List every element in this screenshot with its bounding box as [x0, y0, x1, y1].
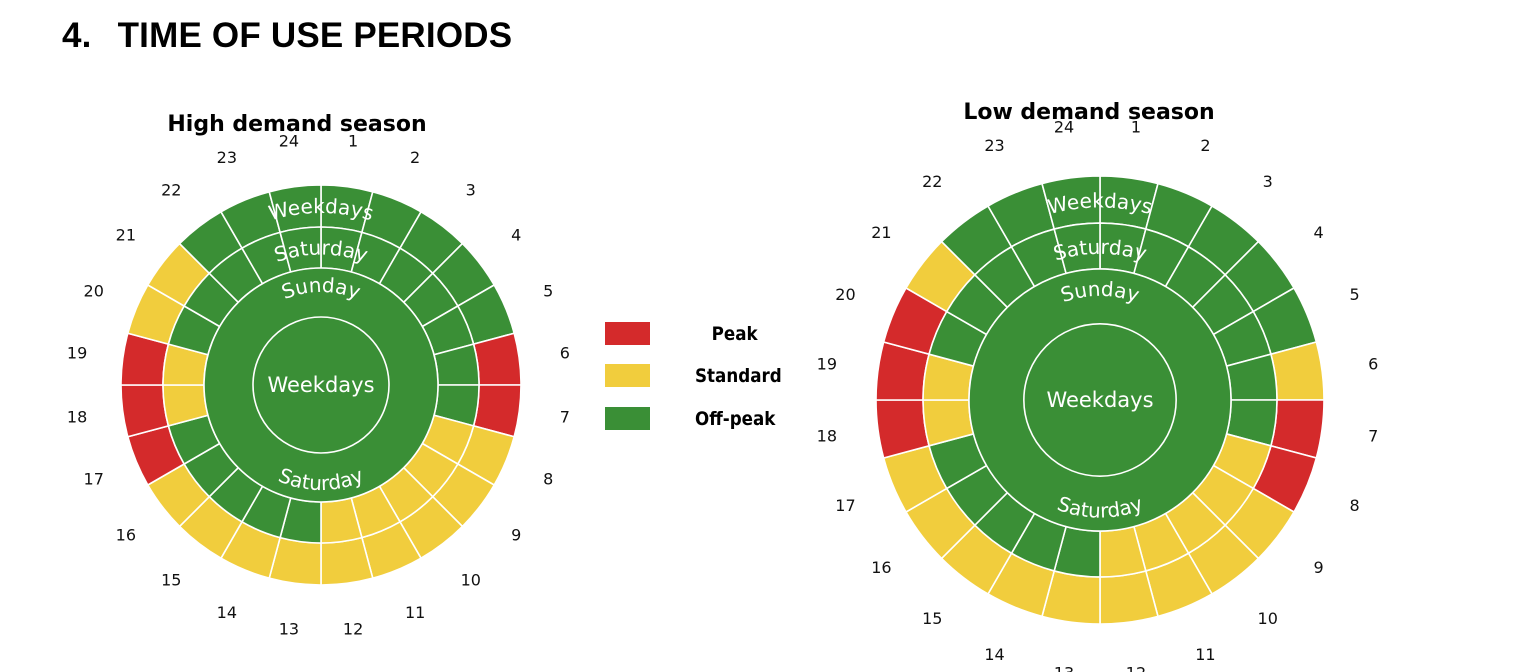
hour-label-22: 22: [161, 180, 181, 199]
hour-label-11: 11: [405, 603, 425, 622]
chart-title-low-demand: Low demand season: [963, 100, 1215, 125]
hour-label-21: 21: [871, 223, 891, 242]
hour-label-1: 1: [1131, 117, 1141, 136]
hour-label-14: 14: [984, 645, 1004, 664]
hour-label-3: 3: [466, 180, 476, 199]
legend-label-offpeak: Off-peak: [695, 408, 776, 430]
hour-label-22: 22: [922, 172, 942, 191]
center-label-weekdays: Weekdays: [1046, 388, 1153, 412]
hour-label-17: 17: [835, 496, 855, 515]
section-title: TIME OF USE PERIODS: [117, 16, 513, 55]
hour-label-18: 18: [67, 408, 87, 427]
hour-label-8: 8: [543, 470, 553, 489]
sunday-disc: [203, 267, 439, 503]
hour-label-11: 11: [1195, 645, 1215, 664]
hour-label-3: 3: [1263, 172, 1273, 191]
hour-label-8: 8: [1349, 496, 1359, 515]
hour-label-14: 14: [217, 603, 237, 622]
hour-label-20: 20: [84, 281, 104, 300]
legend-label-standard: Standard: [695, 365, 782, 387]
legend-label-peak: Peak: [711, 323, 758, 345]
hour-label-6: 6: [1368, 355, 1378, 374]
hour-label-13: 13: [279, 619, 299, 638]
legend-swatch-peak: [605, 322, 650, 345]
hour-label-16: 16: [116, 525, 136, 544]
legend-item-offpeak: Off-peak: [605, 407, 805, 431]
legend-swatch-standard: [605, 364, 650, 387]
hour-label-9: 9: [511, 525, 521, 544]
page-title: 4. TIME OF USE PERIODS: [62, 16, 512, 56]
center-circle: [1023, 323, 1177, 477]
hour-label-6: 6: [560, 343, 570, 362]
section-number: 4.: [62, 16, 92, 55]
hour-label-20: 20: [835, 285, 855, 304]
hour-label-16: 16: [871, 558, 891, 577]
hour-label-24: 24: [279, 132, 299, 151]
chart-title-high-demand: High demand season: [167, 112, 427, 137]
hour-label-23: 23: [984, 136, 1004, 155]
center-label-weekdays: Weekdays: [267, 373, 374, 397]
legend-swatch-offpeak: [605, 407, 650, 430]
hour-label-1: 1: [348, 132, 358, 151]
hour-label-4: 4: [511, 226, 521, 245]
hour-label-10: 10: [1258, 609, 1278, 628]
sunday-disc: [968, 268, 1232, 532]
hour-label-12: 12: [1126, 664, 1146, 672]
hour-label-7: 7: [1368, 426, 1378, 445]
legend-item-standard: Standard: [605, 364, 805, 388]
hour-label-15: 15: [922, 609, 942, 628]
hour-label-19: 19: [67, 343, 87, 362]
hour-label-21: 21: [116, 226, 136, 245]
hour-label-18: 18: [817, 426, 837, 445]
hour-label-2: 2: [410, 148, 420, 167]
legend-item-peak: Peak: [605, 322, 805, 346]
hour-label-24: 24: [1054, 117, 1074, 136]
hour-label-10: 10: [461, 571, 481, 590]
hour-label-5: 5: [543, 281, 553, 300]
center-circle: [252, 316, 390, 454]
hour-label-23: 23: [217, 148, 237, 167]
hour-label-4: 4: [1313, 223, 1323, 242]
hour-label-7: 7: [560, 408, 570, 427]
hour-label-19: 19: [817, 355, 837, 374]
hour-label-5: 5: [1349, 285, 1359, 304]
hour-label-9: 9: [1313, 558, 1323, 577]
hour-label-15: 15: [161, 571, 181, 590]
hour-label-2: 2: [1200, 136, 1210, 155]
hour-label-12: 12: [343, 619, 363, 638]
hour-label-13: 13: [1054, 664, 1074, 672]
hour-label-17: 17: [84, 470, 104, 489]
